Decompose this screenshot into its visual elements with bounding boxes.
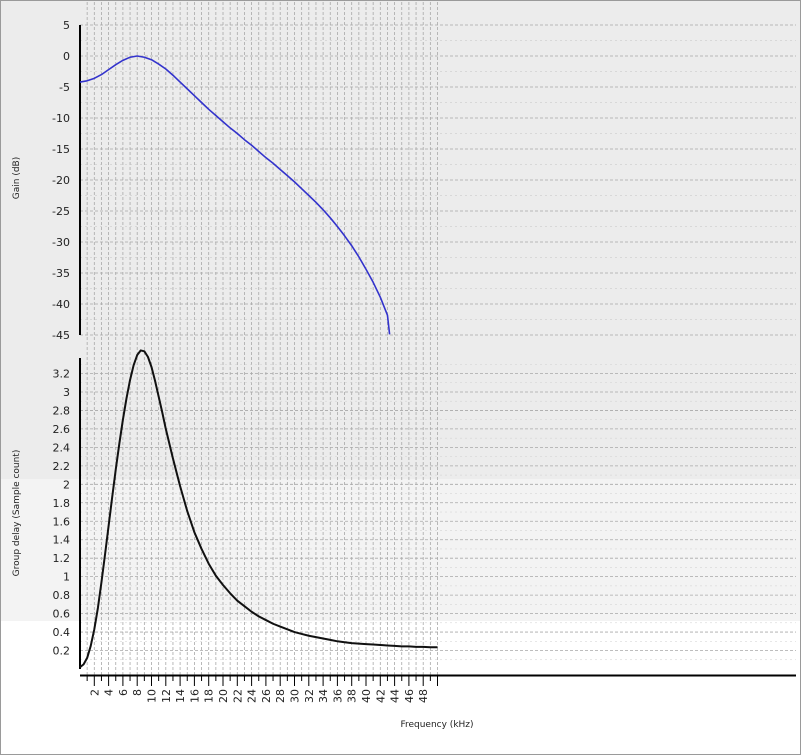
delay-tick-label: 1.2 [53, 552, 71, 565]
delay-tick-label: 2.6 [53, 423, 71, 436]
gain-tick-label: -20 [52, 174, 70, 187]
gain-tick-label: 0 [63, 50, 70, 63]
x-tick-label: 44 [389, 689, 402, 703]
gain-tick-label: -10 [52, 112, 70, 125]
delay-tick-label: 2.2 [53, 460, 71, 473]
x-axis-title: Frequency (kHz) [400, 720, 473, 730]
delay-tick-label: 0.8 [53, 589, 71, 602]
delay-tick-label: 1 [63, 571, 70, 584]
delay-tick-label: 2.8 [53, 404, 71, 417]
delay-panel-background-white [0, 621, 801, 755]
x-tick-label: 34 [317, 689, 330, 703]
delay-panel-background [0, 345, 801, 479]
x-tick-label: 24 [246, 689, 259, 703]
x-tick-label: 28 [274, 689, 287, 703]
x-tick-label: 18 [203, 689, 216, 703]
group-delay-series-line [79, 349, 438, 668]
delay-tick-label: 0.2 [53, 645, 71, 658]
x-tick-label: 12 [160, 689, 173, 703]
x-tick-label: 2 [88, 689, 101, 696]
delay-panel-background-light [0, 479, 801, 621]
x-tick-label: 6 [117, 689, 130, 696]
delay-axis-title: Group delay (Sample count) [12, 450, 22, 577]
x-tick-label: 36 [331, 689, 344, 703]
labels-layer: 5 0 -5 -10 -15 -20 -25 -30 -35 -40 -45 0.2 0.4 0.6 0.8… [52, 19, 430, 703]
x-tick-label: 16 [188, 689, 201, 703]
x-tick-label: 32 [303, 689, 316, 703]
gain-tick-label: 5 [63, 19, 70, 32]
gain-tick-label: -25 [52, 205, 70, 218]
x-tick-label: 30 [289, 689, 302, 703]
gain-tick-label: -30 [52, 236, 70, 249]
x-tick-label: 26 [260, 689, 273, 703]
x-tick-label: 42 [374, 689, 387, 703]
axes-layer [79, 25, 796, 686]
delay-tick-label: 0.4 [53, 626, 71, 639]
gain-tick-label: -5 [59, 81, 70, 94]
x-tick-label: 8 [131, 689, 144, 696]
x-tick-label: 10 [146, 689, 159, 703]
x-tick-label: 38 [346, 689, 359, 703]
delay-tick-label: 2.4 [53, 441, 71, 454]
gain-axis-title: Gain (dB) [12, 157, 22, 199]
gain-panel-background [0, 0, 801, 345]
x-tick-label: 20 [217, 689, 230, 703]
delay-tick-label: 1.6 [53, 515, 71, 528]
delay-tick-label: 3 [63, 386, 70, 399]
x-tick-label: 14 [174, 689, 187, 703]
x-tick-label: 46 [403, 689, 416, 703]
x-tick-label: 40 [360, 689, 373, 703]
delay-tick-label: 1.4 [53, 534, 71, 547]
series-layer [79, 55, 438, 668]
x-tick-label: 22 [231, 689, 244, 703]
gain-tick-label: -15 [52, 143, 70, 156]
grid-layer [80, 2, 796, 675]
delay-tick-label: 2 [63, 478, 70, 491]
delay-tick-label: 0.6 [53, 608, 71, 621]
gain-tick-label: -40 [52, 298, 70, 311]
gain-series-line [79, 55, 391, 335]
x-tick-label: 4 [103, 689, 116, 696]
gain-tick-label: -45 [52, 329, 70, 342]
gain-tick-label: -35 [52, 267, 70, 280]
delay-tick-label: 1.8 [53, 497, 71, 510]
delay-tick-label: 3.2 [53, 368, 71, 381]
x-tick-label: 48 [417, 689, 430, 703]
